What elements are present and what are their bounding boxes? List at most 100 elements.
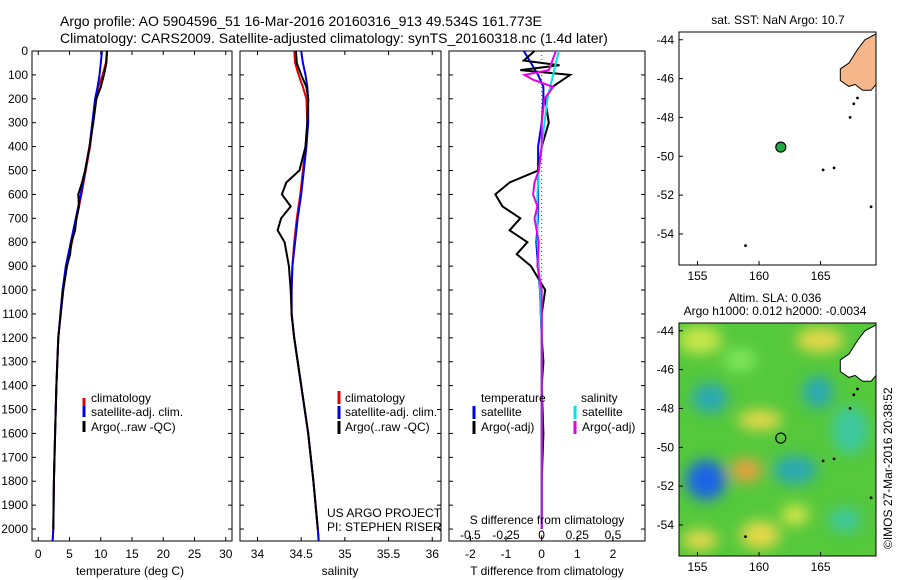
depth-tick-label: 800 — [8, 235, 28, 249]
x-tick-label: 35.5 — [377, 547, 401, 561]
float-location-marker — [775, 141, 787, 153]
map-x-tick-label: 160 — [749, 560, 769, 574]
x-tick-label: 15 — [125, 547, 139, 561]
map-x-tick-label: 165 — [811, 269, 831, 283]
legend-satellite: satellite-adj. clim. — [91, 405, 183, 419]
legend-argo: Argo(..raw -QC) — [91, 420, 176, 434]
map-y-tick-label: -46 — [657, 72, 675, 86]
island-dot — [832, 457, 836, 461]
salinity-frame — [239, 50, 442, 542]
island-dot — [744, 535, 747, 538]
difference-legend: temperature salinity satellite Argo(-adj… — [472, 391, 635, 434]
project-line-1: US ARGO PROJECT — [327, 506, 442, 520]
series-line-clim — [51, 50, 108, 542]
difference-frame — [448, 50, 646, 542]
island-dot — [744, 244, 747, 248]
island-dot — [848, 407, 852, 410]
map-y-tick-label: -54 — [657, 227, 675, 241]
x-tick-label-s: 0.25 — [566, 528, 590, 542]
salinity-panel: 34 34.5 35 35.5 36 climatology satellite-adj… — [239, 50, 442, 578]
temperature-panel: 0 5 10 15 20 25 30 climatology satellite-adj. … — [31, 50, 233, 578]
x-tick-label: 10 — [94, 547, 108, 561]
x-tick-label: -2 — [465, 547, 476, 561]
series-line-argo — [52, 50, 108, 530]
depth-tick-label: 1400 — [1, 379, 28, 393]
island-dot — [856, 96, 859, 100]
depth-tick-label: 700 — [8, 211, 28, 225]
salinity-xlabel: salinity — [322, 564, 359, 578]
series-line-sat — [51, 50, 103, 542]
legend-temp-argo: Argo(-adj) — [481, 420, 534, 434]
x-tick-label-s: 0.5 — [605, 528, 622, 542]
island-dot — [821, 459, 825, 463]
diff-series-sal_argo — [521, 50, 557, 529]
x-tick-label: 25 — [188, 547, 202, 561]
map-x-tick-label: 155 — [687, 269, 707, 283]
legend-sal-argo: Argo(-adj) — [582, 420, 635, 434]
float-location-marker — [775, 432, 787, 444]
depth-tick-label: 600 — [8, 187, 28, 201]
legend-climatology: climatology — [91, 391, 151, 405]
diff-series-argo — [494, 50, 574, 529]
island-dot — [832, 166, 836, 170]
x-tick-label: 5 — [66, 547, 73, 561]
depth-tick-label: 1200 — [1, 331, 28, 345]
title-line-1: Argo profile: AO 5904596_51 16-Mar-2016 … — [60, 13, 542, 29]
sla-map: Altim. SLA: 0.036 Argo h1000: 0.012 h200… — [657, 291, 877, 574]
legend-climatology: climatology — [345, 391, 405, 405]
x-tick-label-s: -0.25 — [492, 528, 520, 542]
x-tick-label: -1 — [501, 547, 512, 561]
x-tick-label: 30 — [219, 547, 233, 561]
map-x-tick-label: 160 — [749, 269, 769, 283]
x-tick-label: 20 — [157, 547, 171, 561]
depth-tick-label: 300 — [8, 116, 28, 130]
map-y-tick-label: -46 — [657, 363, 675, 377]
legend-argo: Argo(..raw -QC) — [345, 420, 430, 434]
depth-tick-label: 0 — [21, 44, 28, 58]
series-line-argo — [276, 50, 319, 530]
map-y-tick-label: -52 — [657, 479, 675, 493]
depth-tick-label: 1500 — [1, 403, 28, 417]
island-dot — [821, 168, 825, 172]
legend-header-temperature: temperature — [481, 391, 546, 405]
x-tick-label: 36 — [426, 547, 440, 561]
landmass-shape — [839, 324, 877, 382]
temperature-legend: climatology satellite-adj. clim. Argo(..… — [82, 391, 183, 434]
sst-map: sat. SST: NaN Argo: 10.7 -44 -46 -48 -50 -52… — [657, 13, 877, 283]
map-y-tick-label: -52 — [657, 188, 675, 202]
island-dot — [856, 387, 859, 391]
map-y-tick-label: -54 — [657, 518, 675, 532]
depth-tick-label: 1900 — [1, 498, 28, 512]
depth-tick-label: 100 — [8, 68, 28, 82]
x-tick-label: 35 — [338, 547, 352, 561]
legend-satellite: satellite-adj. clim. — [345, 405, 437, 419]
depth-tick-label: 200 — [8, 92, 28, 106]
landmass-shape — [839, 33, 877, 91]
island-dot — [848, 116, 852, 119]
sla-map-title-1: Altim. SLA: 0.036 — [729, 291, 822, 305]
depth-tick-label: 2000 — [1, 522, 28, 536]
salinity-legend: climatology satellite-adj. clim. Argo(..… — [337, 391, 437, 434]
x-tick-label: 34 — [251, 547, 265, 561]
series-line-sat — [290, 50, 320, 542]
legend-sal-satellite: satellite — [582, 405, 623, 419]
map-x-tick-label: 165 — [811, 560, 831, 574]
map-y-tick-label: -48 — [657, 401, 675, 415]
depth-tick-label: 900 — [8, 259, 28, 273]
difference-xlabel: T difference from climatology — [470, 564, 624, 578]
series-line-clim — [290, 50, 320, 542]
map-y-tick-label: -48 — [657, 110, 675, 124]
legend-temp-satellite: satellite — [481, 405, 522, 419]
sla-map-frame — [678, 322, 877, 557]
depth-tick-label: 1100 — [2, 307, 28, 321]
island-dot — [869, 496, 873, 500]
project-line-2: PI: STEPHEN RISER — [327, 520, 442, 534]
depth-tick-label: 1800 — [1, 474, 28, 488]
x-tick-label: 0 — [538, 547, 545, 561]
island-dot — [869, 205, 873, 209]
map-y-tick-label: -44 — [657, 33, 675, 47]
temperature-xlabel: temperature (deg C) — [76, 564, 184, 578]
x-tick-label: 0 — [35, 547, 42, 561]
map-y-tick-label: -44 — [657, 324, 675, 338]
